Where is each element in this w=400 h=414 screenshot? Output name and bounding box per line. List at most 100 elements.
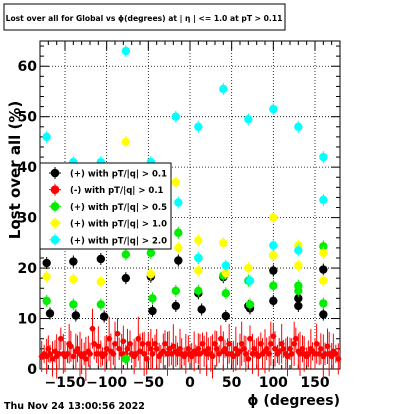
data-point bbox=[251, 346, 257, 352]
data-point bbox=[91, 340, 97, 347]
data-point bbox=[322, 351, 328, 357]
legend-label: (+) with pT/|q| > 1.0 bbox=[70, 220, 167, 230]
data-point bbox=[297, 351, 303, 357]
data-point bbox=[269, 281, 278, 290]
data-point bbox=[49, 356, 56, 362]
data-point bbox=[69, 257, 78, 266]
x-tick-label: 150 bbox=[300, 375, 329, 391]
legend-label: (+) with pT/|q| > 2.0 bbox=[70, 236, 167, 246]
data-point bbox=[194, 236, 203, 245]
data-point bbox=[121, 46, 131, 56]
data-point bbox=[74, 346, 81, 352]
data-point bbox=[174, 198, 183, 207]
data-point bbox=[145, 340, 152, 347]
data-point bbox=[47, 351, 53, 357]
data-point bbox=[42, 272, 51, 281]
data-point bbox=[269, 296, 278, 306]
data-point bbox=[170, 343, 177, 350]
data-point bbox=[71, 311, 81, 320]
data-point bbox=[319, 195, 328, 205]
data-point bbox=[83, 356, 89, 362]
data-point bbox=[95, 343, 102, 350]
data-point bbox=[288, 351, 295, 357]
legend-marker bbox=[50, 185, 60, 194]
x-axis-label: ϕ (degrees) bbox=[247, 393, 340, 409]
legend-box bbox=[39, 162, 172, 250]
data-point bbox=[120, 338, 127, 345]
data-point bbox=[209, 353, 216, 360]
data-point bbox=[146, 248, 156, 258]
data-point bbox=[166, 346, 172, 352]
data-point bbox=[319, 248, 328, 258]
data-series bbox=[38, 45, 342, 381]
data-point bbox=[333, 351, 339, 357]
data-point bbox=[221, 261, 231, 270]
data-point bbox=[174, 256, 183, 265]
data-point bbox=[269, 104, 278, 114]
data-point bbox=[238, 340, 245, 347]
data-point bbox=[103, 346, 110, 352]
data-point bbox=[221, 311, 231, 321]
data-point bbox=[121, 137, 131, 147]
data-point bbox=[87, 351, 93, 357]
legend-marker bbox=[50, 218, 60, 228]
data-point bbox=[226, 340, 232, 347]
x-tick-label: −150 bbox=[45, 375, 86, 391]
data-point bbox=[294, 301, 303, 311]
data-point bbox=[149, 351, 156, 357]
data-point bbox=[245, 356, 252, 362]
data-point bbox=[146, 269, 156, 279]
data-point bbox=[174, 243, 183, 253]
data-point bbox=[96, 277, 106, 286]
data-point bbox=[319, 310, 328, 319]
series-1 bbox=[38, 308, 342, 381]
data-point bbox=[70, 353, 77, 360]
data-point bbox=[245, 300, 255, 309]
data-point bbox=[245, 276, 255, 285]
data-point bbox=[99, 312, 109, 321]
data-point bbox=[194, 253, 203, 263]
data-point bbox=[222, 346, 228, 352]
legend-label: (+) with pT/|q| > 0.1 bbox=[70, 170, 167, 180]
data-point bbox=[247, 335, 253, 342]
y-tick-label: 50 bbox=[18, 110, 38, 126]
legend-marker bbox=[50, 168, 60, 178]
data-point bbox=[174, 228, 183, 237]
data-point bbox=[171, 178, 181, 187]
data-point bbox=[269, 266, 278, 275]
data-point bbox=[141, 351, 147, 357]
data-point bbox=[244, 263, 253, 273]
legend: (+) with pT/|q| > 0.1 (-) with pT/|q| > 0… bbox=[39, 162, 172, 250]
y-tick-label: 20 bbox=[18, 261, 38, 277]
data-point bbox=[243, 351, 249, 357]
data-point bbox=[193, 351, 199, 357]
x-tick-label: 0 bbox=[185, 375, 195, 391]
series-3 bbox=[42, 135, 328, 288]
data-point bbox=[230, 353, 237, 360]
legend-marker bbox=[50, 202, 60, 211]
data-point bbox=[219, 84, 228, 94]
y-tick-label: 60 bbox=[18, 59, 38, 75]
data-point bbox=[153, 346, 160, 352]
y-tick-label: 30 bbox=[18, 211, 38, 227]
data-point bbox=[42, 132, 51, 142]
data-point bbox=[116, 346, 122, 352]
legend-label: (+) with pT/|q| > 0.5 bbox=[70, 203, 167, 213]
data-point bbox=[276, 348, 282, 355]
data-point bbox=[194, 122, 203, 131]
data-point bbox=[216, 351, 222, 357]
data-point bbox=[121, 354, 131, 364]
data-point bbox=[58, 335, 64, 342]
data-point bbox=[268, 340, 274, 347]
data-point bbox=[294, 286, 303, 295]
data-point bbox=[114, 330, 121, 337]
data-point bbox=[335, 356, 342, 362]
data-point bbox=[272, 346, 278, 352]
data-point bbox=[137, 348, 143, 355]
data-point bbox=[69, 274, 78, 284]
data-point bbox=[42, 258, 51, 268]
data-point bbox=[305, 351, 312, 357]
timestamp: Thu Nov 24 13:00:56 2022 bbox=[4, 401, 145, 412]
y-tick-label: 0 bbox=[27, 362, 37, 378]
data-point bbox=[45, 309, 55, 318]
